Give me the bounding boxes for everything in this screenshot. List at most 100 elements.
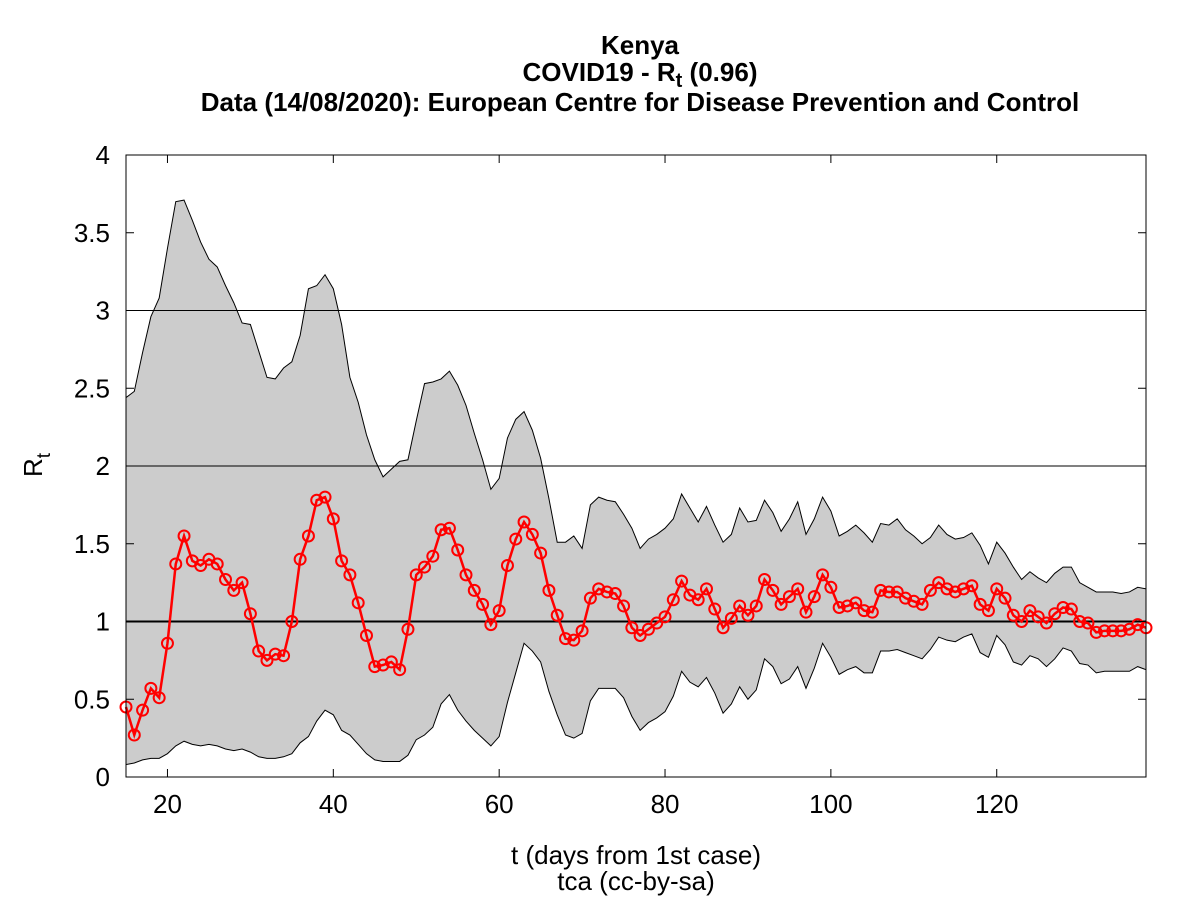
rt-point [675, 574, 689, 588]
y-tick-label: 1.5 [74, 529, 110, 559]
rt-point [517, 515, 531, 529]
y-tick-label: 3 [96, 296, 110, 326]
rt-point [857, 604, 871, 618]
rt-point [268, 647, 282, 661]
rt-point [865, 605, 879, 619]
rt-point [816, 568, 830, 582]
subtitle-suffix: (0.96) [682, 57, 758, 87]
credit-label: tca (cc-by-sa) [557, 866, 715, 896]
rt-point [476, 597, 490, 611]
chart-title: Kenya [600, 30, 680, 60]
x-tick-label: 40 [319, 789, 348, 819]
rt-point [152, 691, 166, 705]
rt-point [948, 585, 962, 599]
rt-point [368, 660, 382, 674]
x-tick-label: 60 [485, 789, 514, 819]
rt-point [293, 552, 307, 566]
rt-series [119, 490, 1153, 742]
rt-point [393, 663, 407, 677]
rt-point [194, 559, 208, 573]
rt-point [1064, 602, 1078, 616]
rt-point [567, 633, 581, 647]
gridlines [126, 310, 1146, 623]
rt-point [957, 582, 971, 596]
rt-point [965, 579, 979, 593]
rt-point [1031, 610, 1045, 624]
rt-point [666, 593, 680, 607]
rt-point [459, 568, 473, 582]
rt-point [359, 628, 373, 642]
rt-point [998, 591, 1012, 605]
rt-point [592, 582, 606, 596]
axes: 0 0.5 1 1.5 2 2.5 3 3.5 4 20 40 60 80 100 120 [74, 140, 1147, 819]
x-tick-label: 20 [153, 789, 182, 819]
x-tick-label: 80 [651, 789, 680, 819]
rt-point [1056, 601, 1070, 615]
confidence-band-area [126, 200, 1146, 765]
subtitle-subscript: t [675, 70, 683, 92]
rt-point [243, 607, 257, 621]
rt-point [766, 583, 780, 597]
rt-point [227, 583, 241, 597]
rt-point [509, 532, 523, 546]
rt-point [990, 582, 1004, 596]
rt-point [144, 681, 158, 695]
rt-point [1048, 607, 1062, 621]
rt-point [583, 591, 597, 605]
rt-point [973, 597, 987, 611]
rt-point [1081, 616, 1095, 630]
rt-point [1098, 624, 1112, 638]
rt-point [981, 604, 995, 618]
rt-point [699, 582, 713, 596]
rt-point [326, 512, 340, 526]
rt-point [409, 568, 423, 582]
rt-point [467, 583, 481, 597]
rt-point [434, 523, 448, 537]
rt-point [724, 611, 738, 625]
rt-point [418, 560, 432, 574]
rt-point [824, 580, 838, 594]
y-axis-label-subscript: t [34, 452, 55, 458]
rt-point [882, 585, 896, 599]
rt-point [177, 529, 191, 543]
rt-point [915, 597, 929, 611]
rt-point [136, 703, 150, 717]
subtitle-prefix: COVID19 - R [522, 57, 676, 87]
rt-point [733, 599, 747, 613]
band-lower-edge [125, 633, 1147, 766]
rt-point [907, 594, 921, 608]
rt-point [749, 599, 763, 613]
rt-point [559, 632, 573, 646]
rt-point [1023, 604, 1037, 618]
rt-point [849, 596, 863, 610]
rt-point [932, 576, 946, 590]
rt-point [160, 636, 174, 650]
rt-point [1015, 615, 1029, 628]
rt-point [1073, 615, 1087, 628]
x-tick-label: 100 [809, 789, 852, 819]
rt-point [799, 605, 813, 619]
y-tick-label: 0 [96, 762, 110, 792]
x-axis-label: t (days from 1st case) [511, 840, 761, 870]
rt-point [484, 618, 498, 632]
rt-point [169, 557, 183, 571]
y-tick-label: 0.5 [74, 684, 110, 714]
rt-point [758, 573, 772, 587]
rt-point [525, 527, 539, 541]
x-tick-label: 120 [975, 789, 1018, 819]
rt-point [940, 582, 954, 596]
rt-point [235, 576, 249, 590]
rt-point [650, 616, 664, 630]
rt-point [127, 728, 141, 742]
rt-point [219, 573, 233, 587]
y-axis-label-main: R [18, 458, 48, 477]
rt-point [401, 622, 415, 636]
y-tick-label: 4 [96, 140, 110, 170]
rt-point [899, 591, 913, 605]
rt-point [1039, 616, 1053, 630]
rt-point [641, 622, 655, 636]
rt-point [492, 604, 506, 618]
rt-point [600, 585, 614, 599]
rt-point [343, 568, 357, 582]
